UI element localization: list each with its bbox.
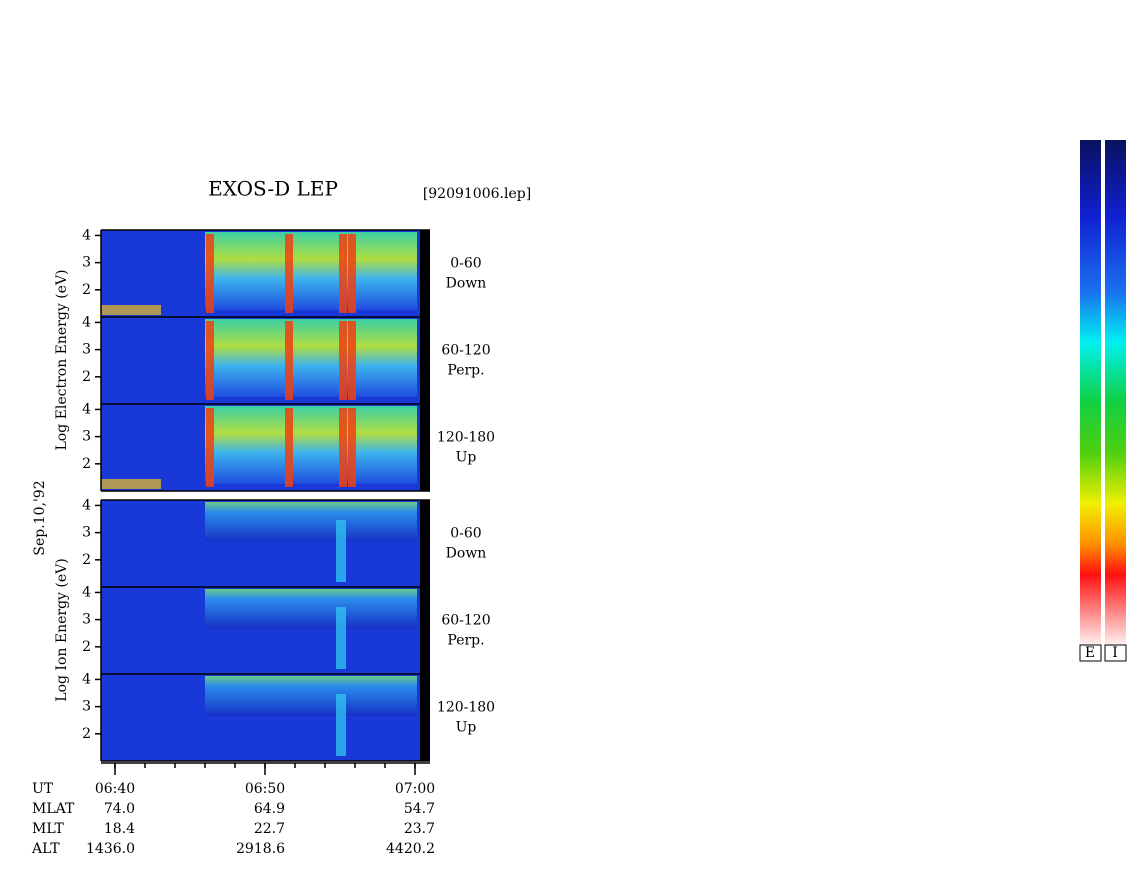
spectrogram-burst xyxy=(348,234,356,313)
y-tick-label: 2 xyxy=(82,369,91,385)
spectrogram-burst xyxy=(336,520,346,582)
y-tick-label: 4 xyxy=(82,227,91,243)
y-tick-label: 3 xyxy=(82,342,91,358)
x-tick-label: 06:50 xyxy=(245,781,285,797)
panel-direction: Up xyxy=(456,450,477,466)
spectrogram-edge xyxy=(420,587,430,674)
spectrogram-burst xyxy=(206,234,214,313)
color-bar-label: I xyxy=(1112,645,1118,661)
panel-angle: 120-180 xyxy=(437,700,495,716)
file-name: [92091006.lep] xyxy=(423,186,531,202)
y-axis-label: Log Ion Energy (eV) xyxy=(54,558,70,701)
panel-angle: 0-60 xyxy=(450,256,481,272)
y-tick-label: 4 xyxy=(82,584,91,600)
spectrogram-band xyxy=(101,479,161,489)
y-tick-label: 2 xyxy=(82,552,91,568)
spectrogram-band xyxy=(205,589,417,629)
spectrogram-burst xyxy=(206,321,214,400)
row-label: MLT xyxy=(32,821,64,837)
table-cell: 22.7 xyxy=(254,821,285,837)
panel-angle: 60-120 xyxy=(441,343,490,359)
color-bar-label: E xyxy=(1085,645,1095,661)
y-tick-label: 4 xyxy=(82,671,91,687)
y-tick-label: 3 xyxy=(82,255,91,271)
color-bar-box xyxy=(1104,644,1127,662)
table-cell: 74.0 xyxy=(104,801,135,817)
panel-angle: 120-180 xyxy=(437,430,495,446)
panel-direction: Perp. xyxy=(447,363,484,379)
y-tick-label: 3 xyxy=(82,612,91,628)
panel-direction: Down xyxy=(446,276,487,292)
spectrogram-burst xyxy=(339,408,347,487)
spectrogram-burst xyxy=(348,321,356,400)
row-label: ALT xyxy=(31,841,60,857)
y-tick-label: 4 xyxy=(82,401,91,417)
table-cell: 18.4 xyxy=(104,821,135,837)
table-cell: 4420.2 xyxy=(386,841,435,857)
x-tick-label: 07:00 xyxy=(395,781,435,797)
date-label: Sep.10,'92 xyxy=(32,480,48,555)
spectrogram-burst xyxy=(206,408,214,487)
spectrogram-band xyxy=(205,406,417,484)
row-label: MLAT xyxy=(32,801,75,817)
y-tick-label: 3 xyxy=(82,429,91,445)
spectrogram-edge xyxy=(420,404,430,491)
spectrogram-band xyxy=(205,502,417,542)
y-tick-label: 3 xyxy=(82,525,91,541)
y-tick-label: 2 xyxy=(82,282,91,298)
color-bar xyxy=(1080,140,1101,645)
panel-direction: Down xyxy=(446,546,487,562)
spectrogram-band xyxy=(205,232,417,310)
table-cell: 54.7 xyxy=(404,801,435,817)
spectrogram-edge xyxy=(420,500,430,587)
spectrogram-burst xyxy=(339,234,347,313)
table-cell: 1436.0 xyxy=(86,841,135,857)
spectrogram-edge xyxy=(420,230,430,317)
row-label: UT xyxy=(32,781,54,797)
spectrogram-burst xyxy=(336,694,346,756)
panel-direction: Up xyxy=(456,720,477,736)
x-tick-label: 06:40 xyxy=(95,781,135,797)
color-bar xyxy=(1105,140,1126,645)
spectrogram-burst xyxy=(285,321,293,400)
spectrogram-burst xyxy=(285,234,293,313)
y-tick-label: 2 xyxy=(82,639,91,655)
spectrogram-edge xyxy=(420,317,430,404)
table-cell: 23.7 xyxy=(404,821,435,837)
panel-angle: 60-120 xyxy=(441,613,490,629)
spectrogram-burst xyxy=(336,607,346,669)
table-cell: 64.9 xyxy=(254,801,285,817)
y-tick-label: 4 xyxy=(82,497,91,513)
y-tick-label: 2 xyxy=(82,726,91,742)
spectrogram-band xyxy=(205,676,417,716)
y-axis-label: Log Electron Energy (eV) xyxy=(54,269,70,450)
spectrogram-burst xyxy=(339,321,347,400)
spectrogram-burst xyxy=(285,408,293,487)
y-tick-label: 3 xyxy=(82,699,91,715)
spectrogram-edge xyxy=(420,674,430,761)
color-bar-box xyxy=(1079,644,1102,662)
y-tick-label: 4 xyxy=(82,314,91,330)
y-tick-label: 2 xyxy=(82,456,91,472)
panel-angle: 0-60 xyxy=(450,526,481,542)
title: EXOS-D LEP xyxy=(208,177,338,201)
table-cell: 2918.6 xyxy=(236,841,285,857)
spectrogram-band xyxy=(205,319,417,397)
panel-direction: Perp. xyxy=(447,633,484,649)
spectrogram-burst xyxy=(348,408,356,487)
spectrogram-band xyxy=(101,305,161,315)
